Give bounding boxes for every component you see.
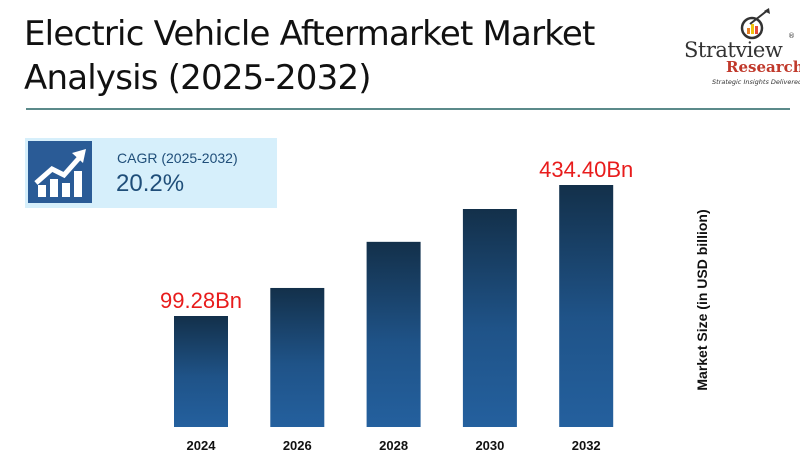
logo-tagline: Strategic Insights Delivered (712, 78, 800, 86)
x-tick-label: 2026 (283, 438, 312, 453)
title-line-1: Electric Vehicle Aftermarket Market (24, 14, 595, 54)
page-title: Electric Vehicle Aftermarket Market Anal… (24, 12, 595, 100)
logo-brand: Stratview (684, 38, 783, 62)
cagr-value: 20.2% (116, 170, 185, 197)
growth-chart-icon (28, 141, 92, 203)
header-divider (26, 108, 790, 110)
title-line-2: Analysis (2025-2032) (24, 58, 372, 98)
bar-2030 (462, 209, 517, 427)
bar-2032 (559, 185, 614, 427)
logo-research: Research (726, 58, 800, 76)
magnifier-chart-icon (740, 8, 770, 40)
cagr-label: CAGR (2025-2032) (117, 150, 238, 166)
bar-2024 (174, 316, 228, 427)
data-label: 99.28Bn (160, 288, 242, 313)
bar-2028 (366, 241, 421, 427)
stratview-logo: Stratview ® Research Strategic Insights … (680, 8, 800, 98)
cagr-box: CAGR (2025-2032) 20.2% (25, 138, 277, 208)
x-tick-label: 2028 (379, 438, 408, 453)
y-axis-label: Market Size (in USD billion) (694, 209, 710, 391)
data-label: 434.40Bn (539, 157, 633, 182)
x-tick-label: 2024 (187, 438, 217, 453)
x-tick-label: 2030 (475, 438, 504, 453)
logo-registered: ® (788, 32, 795, 40)
bar-2026 (270, 287, 325, 427)
x-tick-label: 2032 (572, 438, 601, 453)
